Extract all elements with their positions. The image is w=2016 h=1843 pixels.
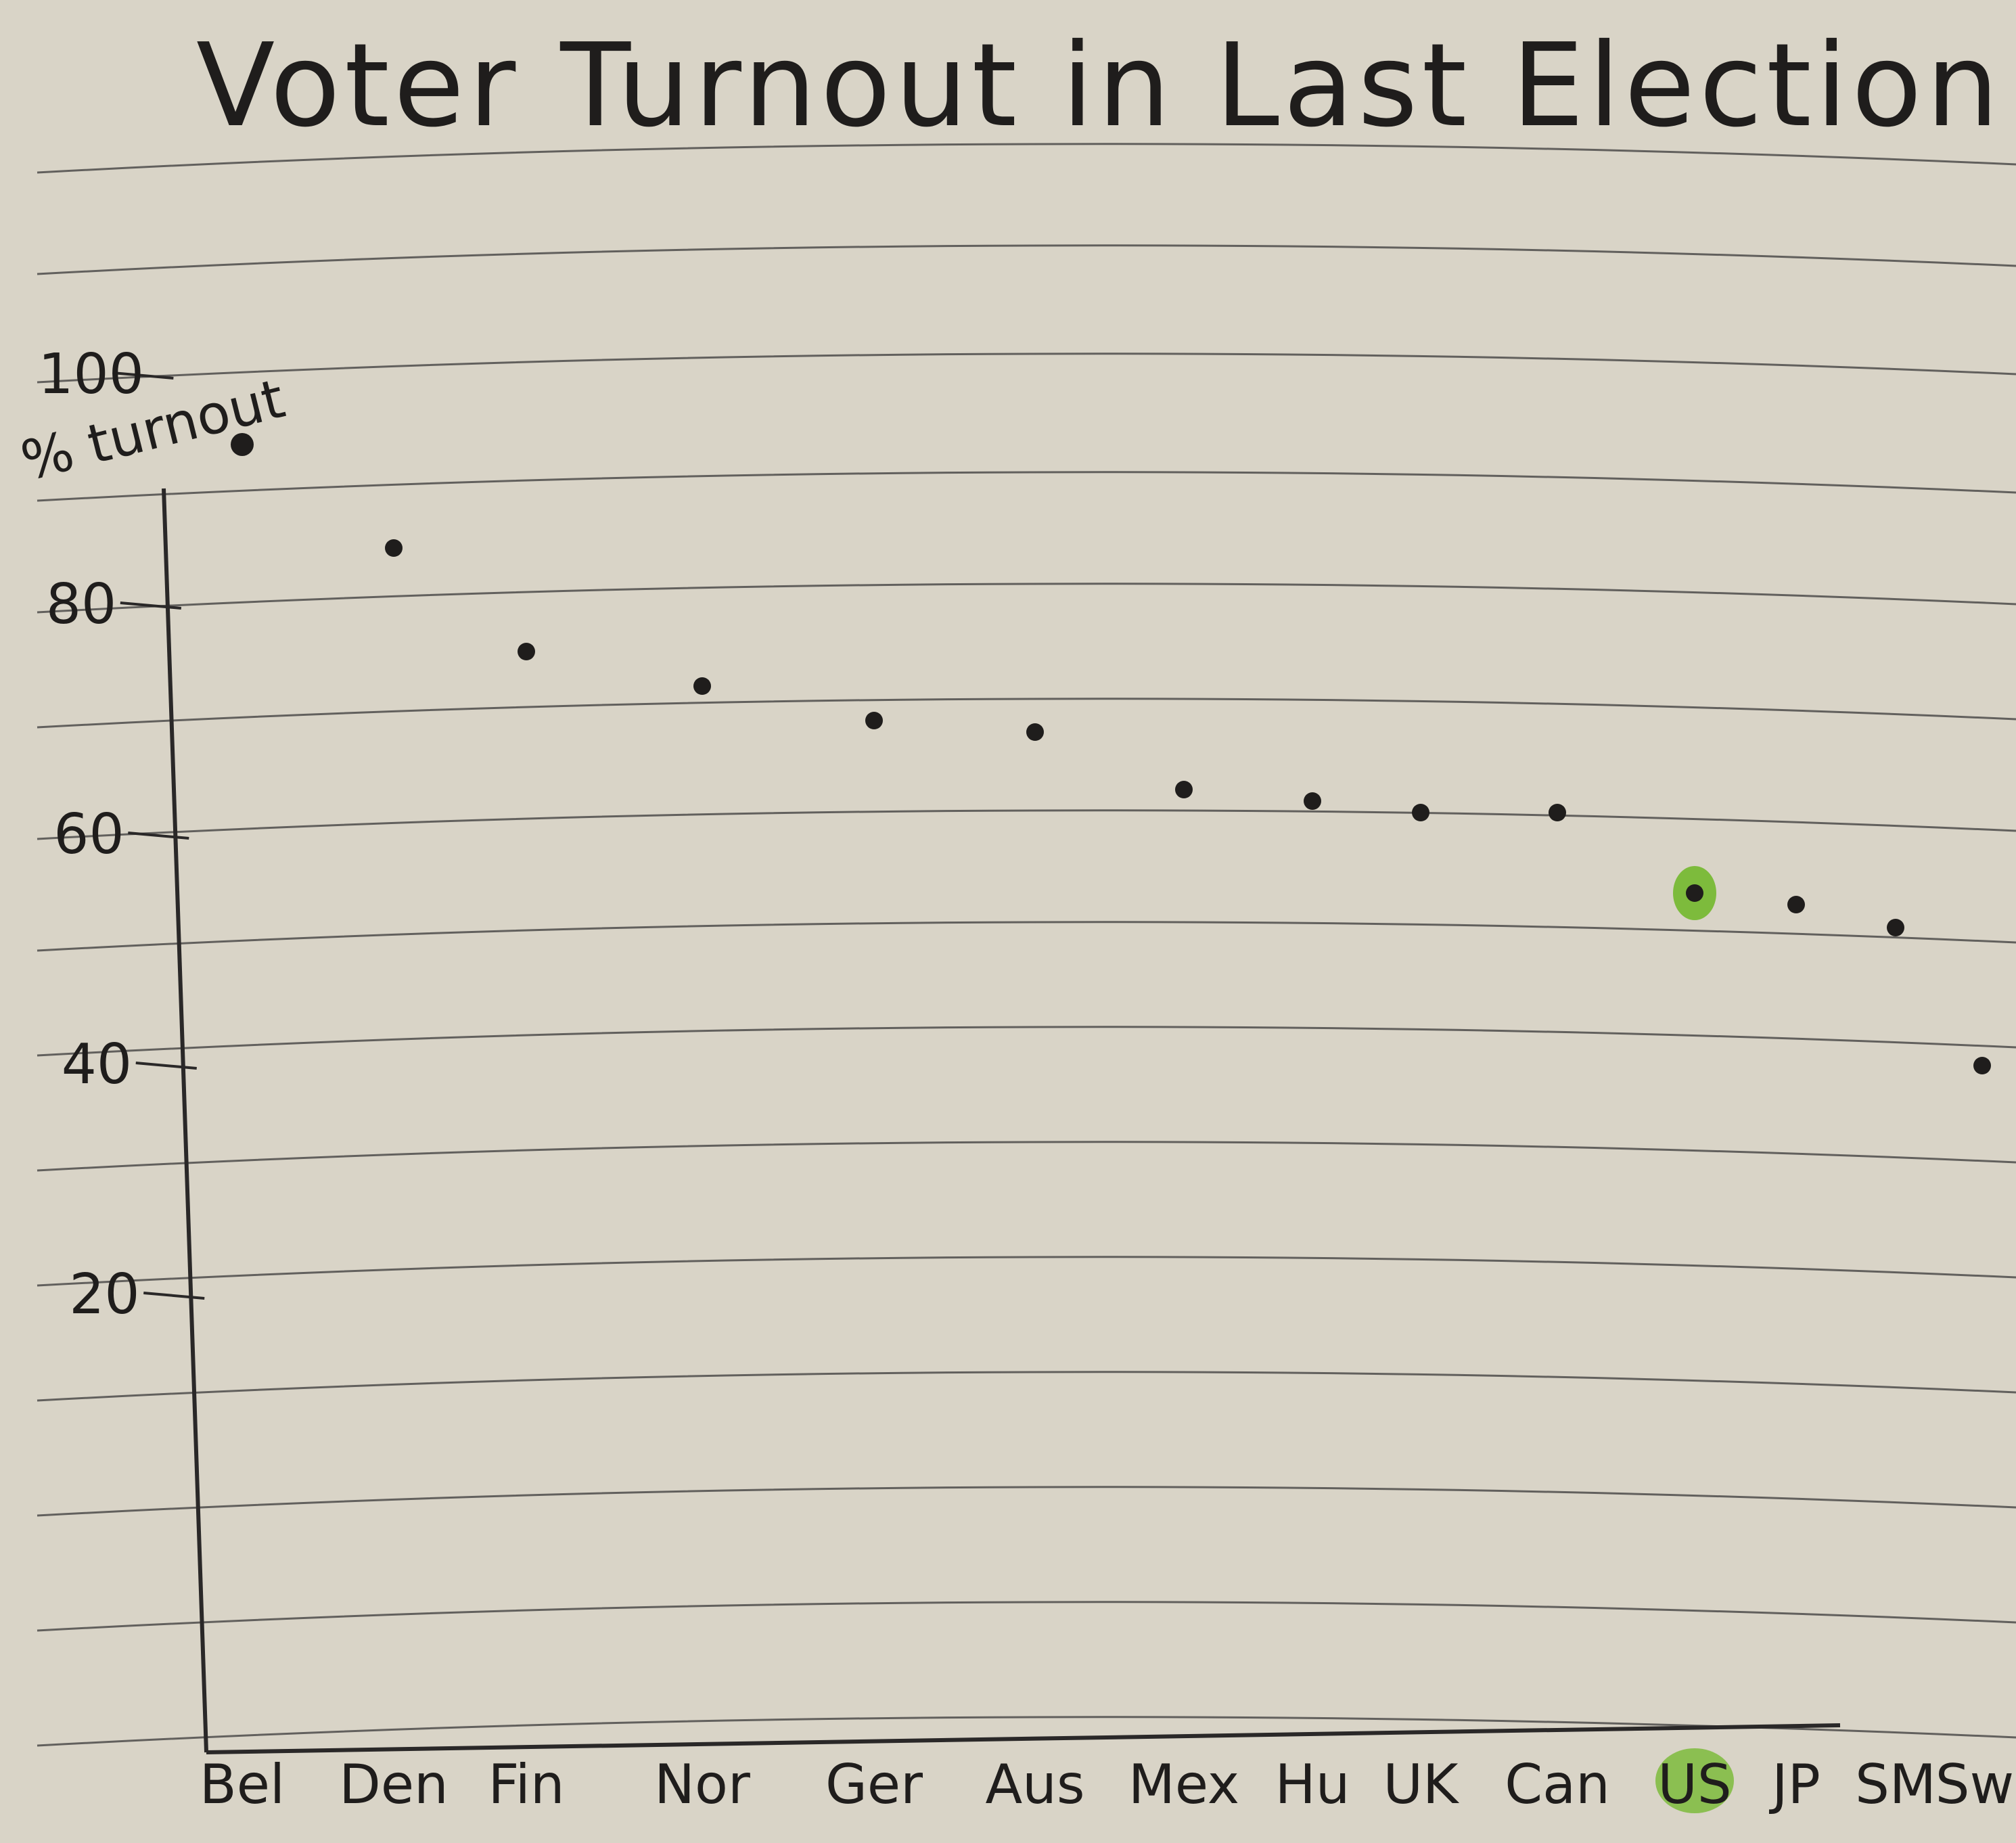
y-tick-mark: [112, 371, 174, 380]
x-tick-label: Aus: [985, 1753, 1084, 1816]
y-tick-label: 60: [53, 802, 124, 867]
ruled-line: [37, 471, 2016, 502]
y-tick-mark: [128, 832, 189, 840]
y-tick-label: 20: [69, 1262, 139, 1327]
x-tick-label: US: [1657, 1753, 1731, 1816]
x-tick-label: Can: [1505, 1753, 1610, 1816]
y-tick-mark: [135, 1062, 197, 1070]
ruled-line: [37, 698, 2016, 729]
y-axis: [162, 488, 208, 1753]
data-point: [1304, 792, 1321, 810]
ruled-line: [37, 1026, 2016, 1057]
data-point: [1412, 804, 1429, 821]
ruled-line: [37, 1716, 2016, 1747]
ruled-line: [37, 1256, 2016, 1287]
y-tick-mark: [120, 601, 182, 610]
data-point: [1175, 781, 1193, 798]
x-tick-label: UK: [1383, 1753, 1460, 1816]
x-axis: [206, 1723, 1841, 1754]
data-point: [518, 643, 535, 660]
data-point: [1549, 804, 1566, 821]
y-ticks: 20 40 60 80 100: [38, 342, 205, 1327]
ruled-lines: [37, 143, 2016, 1747]
chart-title: Voter Turnout in Last Election: [196, 19, 2003, 153]
ruled-line: [37, 244, 2016, 275]
x-tick-label: Fin: [488, 1753, 564, 1816]
y-tick-label: 100: [38, 342, 144, 407]
x-tick-label: Nor: [654, 1753, 750, 1816]
y-tick-label: 40: [62, 1032, 132, 1097]
y-tick-label: 80: [46, 572, 116, 637]
ruled-line: [37, 352, 2016, 384]
data-point: [1686, 884, 1703, 902]
data-point: [1787, 896, 1805, 913]
x-tick-label: Den: [339, 1753, 449, 1816]
x-tick-label: Hu: [1275, 1753, 1350, 1816]
ruled-line: [37, 143, 2016, 174]
ruled-line: [37, 921, 2016, 952]
x-tick-label: Ger: [825, 1753, 923, 1816]
ruled-line: [37, 583, 2016, 614]
x-tick-label: SM: [1855, 1753, 1936, 1816]
x-label-highlight: [1655, 1748, 1734, 1813]
x-ticks: Bel Den Fin Nor Ger Aus Mex Hu UK Can US JP SMSwi: [200, 1748, 2016, 1816]
y-tick-mark: [143, 1292, 205, 1300]
ruled-line: [37, 1601, 2016, 1632]
ruled-line: [37, 1486, 2016, 1517]
data-point: [1973, 1057, 1991, 1074]
data-point: [231, 433, 254, 456]
x-tick-label: JP: [1768, 1753, 1820, 1816]
ruled-line: [37, 1371, 2016, 1402]
x-tick-label: Bel: [200, 1753, 285, 1816]
data-point: [1026, 723, 1044, 741]
ruled-line: [37, 809, 2016, 840]
data-point: [1887, 919, 1904, 936]
data-points: [231, 433, 1991, 1074]
x-tick-label: Mex: [1128, 1753, 1239, 1816]
x-tick-label: Swi: [1935, 1753, 2016, 1816]
ruled-line: [37, 1141, 2016, 1172]
data-point: [693, 677, 711, 695]
data-point: [385, 539, 403, 557]
data-point: [865, 712, 883, 729]
